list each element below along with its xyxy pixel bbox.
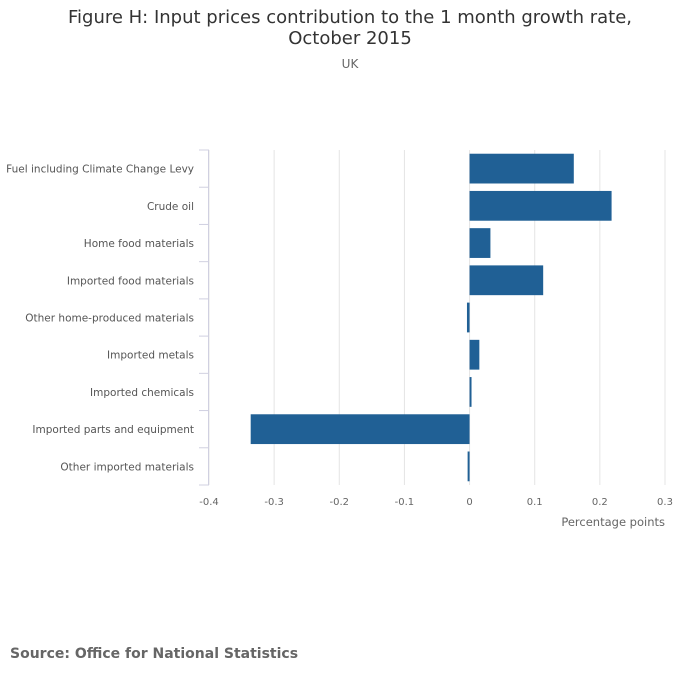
bar xyxy=(469,377,472,407)
bar xyxy=(469,153,574,184)
x-tick-label: -0.3 xyxy=(264,497,284,508)
chart-subtitle: UK xyxy=(341,57,359,71)
bar xyxy=(469,190,612,221)
x-tick-label: 0.2 xyxy=(592,497,608,508)
category-label: Imported chemicals xyxy=(90,387,194,399)
x-axis-title: Percentage points xyxy=(561,515,665,529)
category-label: Other imported materials xyxy=(60,461,194,473)
chart-title: Figure H: Input prices contribution to t… xyxy=(67,7,633,49)
category-label: Imported metals xyxy=(107,350,194,362)
source-note: Source: Office for National Statistics xyxy=(10,646,299,662)
bar xyxy=(469,339,480,370)
x-tick-label: -0.1 xyxy=(395,497,415,508)
x-tick-label: -0.2 xyxy=(330,497,350,508)
x-tick-label: 0 xyxy=(466,497,472,508)
category-label: Home food materials xyxy=(84,238,194,250)
x-tick-label: -0.4 xyxy=(199,497,219,508)
x-tick-label: 0.1 xyxy=(527,497,543,508)
bar xyxy=(467,451,470,482)
bar xyxy=(250,414,470,445)
category-label: Crude oil xyxy=(147,201,194,213)
category-label: Fuel including Climate Change Levy xyxy=(6,164,194,176)
category-label: Imported food materials xyxy=(67,275,194,287)
bar xyxy=(466,302,470,333)
x-tick-label: 0.3 xyxy=(657,497,673,508)
category-label: Other home-produced materials xyxy=(25,313,194,325)
bar xyxy=(469,228,491,258)
category-label: Imported parts and equipment xyxy=(32,424,194,436)
bar xyxy=(469,265,544,296)
